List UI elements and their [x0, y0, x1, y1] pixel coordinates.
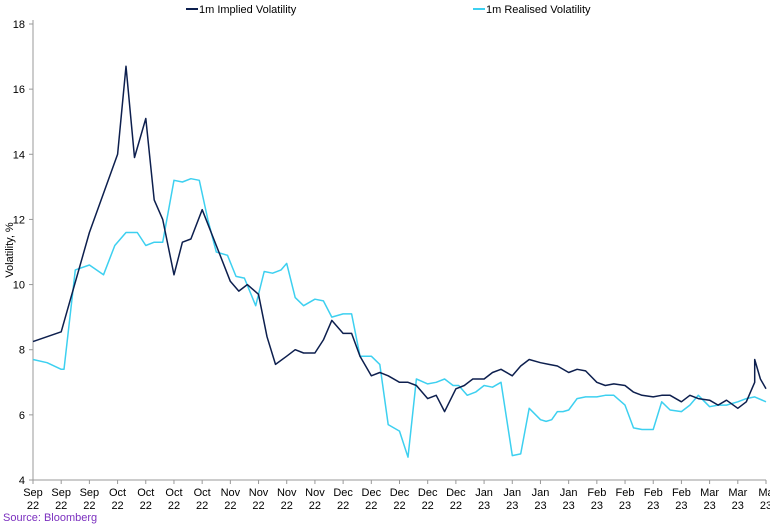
x-tick-label: Mar 23	[728, 487, 747, 512]
x-tick-label: Feb 23	[672, 487, 691, 512]
y-axis-label: Volatility, %	[4, 222, 16, 278]
x-tick-label: Jan 23	[560, 487, 578, 512]
x-tick-label: Nov 22	[277, 487, 297, 512]
x-tick-label: Nov 22	[221, 487, 241, 512]
x-tick-label: Feb 23	[644, 487, 663, 512]
x-tick-label: Oct 22	[109, 487, 126, 512]
x-tick-label: Dec 22	[446, 487, 466, 512]
x-tick-label: Ma23	[758, 487, 770, 512]
x-tick-label: Feb 23	[616, 487, 635, 512]
axes	[32, 20, 766, 481]
x-tick-label: Mar 23	[700, 487, 719, 512]
x-tick-label: Jan 23	[503, 487, 521, 512]
x-tick-label: Jan 23	[475, 487, 493, 512]
y-tick-label: 4	[19, 475, 25, 487]
y-tick-label: 8	[19, 345, 25, 357]
x-tick-label: Sep 22	[80, 487, 100, 512]
chart-legend: 1m Implied Volatility 1m Realised Volati…	[186, 4, 591, 16]
y-tick-labels: 4 6 8 10 12 14 16 18	[13, 19, 33, 487]
series-line-1m-realised-volatility	[32, 177, 767, 458]
x-tick-labels: Sep 22 Sep 22 Sep 22 Oct 22 Oct 22 Oct 22 Oct 22 Nov 22…	[23, 480, 770, 512]
y-tick-label: 18	[13, 19, 25, 31]
x-tick-label: Dec 22	[333, 487, 353, 512]
x-tick-label: Nov 22	[249, 487, 269, 512]
y-tick-label: 10	[13, 280, 25, 292]
y-tick-label: 14	[13, 149, 25, 161]
x-tick-label: Sep 22	[51, 487, 71, 512]
x-tick-label: Dec 22	[390, 487, 410, 512]
x-tick-label: Dec 22	[362, 487, 382, 512]
legend-realised-label: 1m Realised Volatility	[486, 4, 591, 16]
x-tick-label: Jan 23	[532, 487, 550, 512]
x-tick-label: Oct 22	[165, 487, 182, 512]
x-tick-label: Oct 22	[194, 487, 211, 512]
series-line-1m-implied-volatility	[32, 65, 767, 413]
legend-implied-label: 1m Implied Volatility	[199, 4, 297, 16]
y-tick-label: 16	[13, 84, 25, 96]
y-tick-label: 12	[13, 214, 25, 226]
x-tick-label: Feb 23	[587, 487, 606, 512]
source-note: Source: Bloomberg	[3, 512, 98, 524]
series-lines	[32, 65, 767, 458]
x-tick-label: Sep 22	[23, 487, 43, 512]
y-tick-label: 6	[19, 410, 25, 422]
x-tick-label: Oct 22	[137, 487, 154, 512]
x-tick-label: Dec 22	[418, 487, 438, 512]
x-tick-label: Nov 22	[305, 487, 325, 512]
